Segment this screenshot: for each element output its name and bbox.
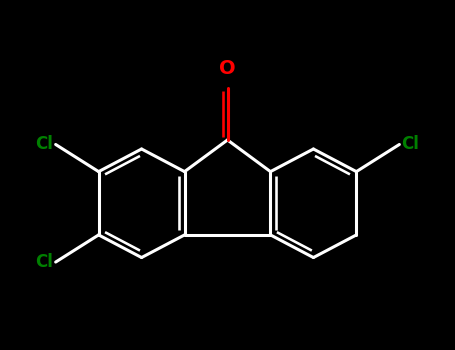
Text: Cl: Cl: [35, 253, 53, 271]
Text: O: O: [219, 59, 236, 78]
Text: Cl: Cl: [35, 135, 53, 153]
Text: Cl: Cl: [402, 135, 420, 153]
